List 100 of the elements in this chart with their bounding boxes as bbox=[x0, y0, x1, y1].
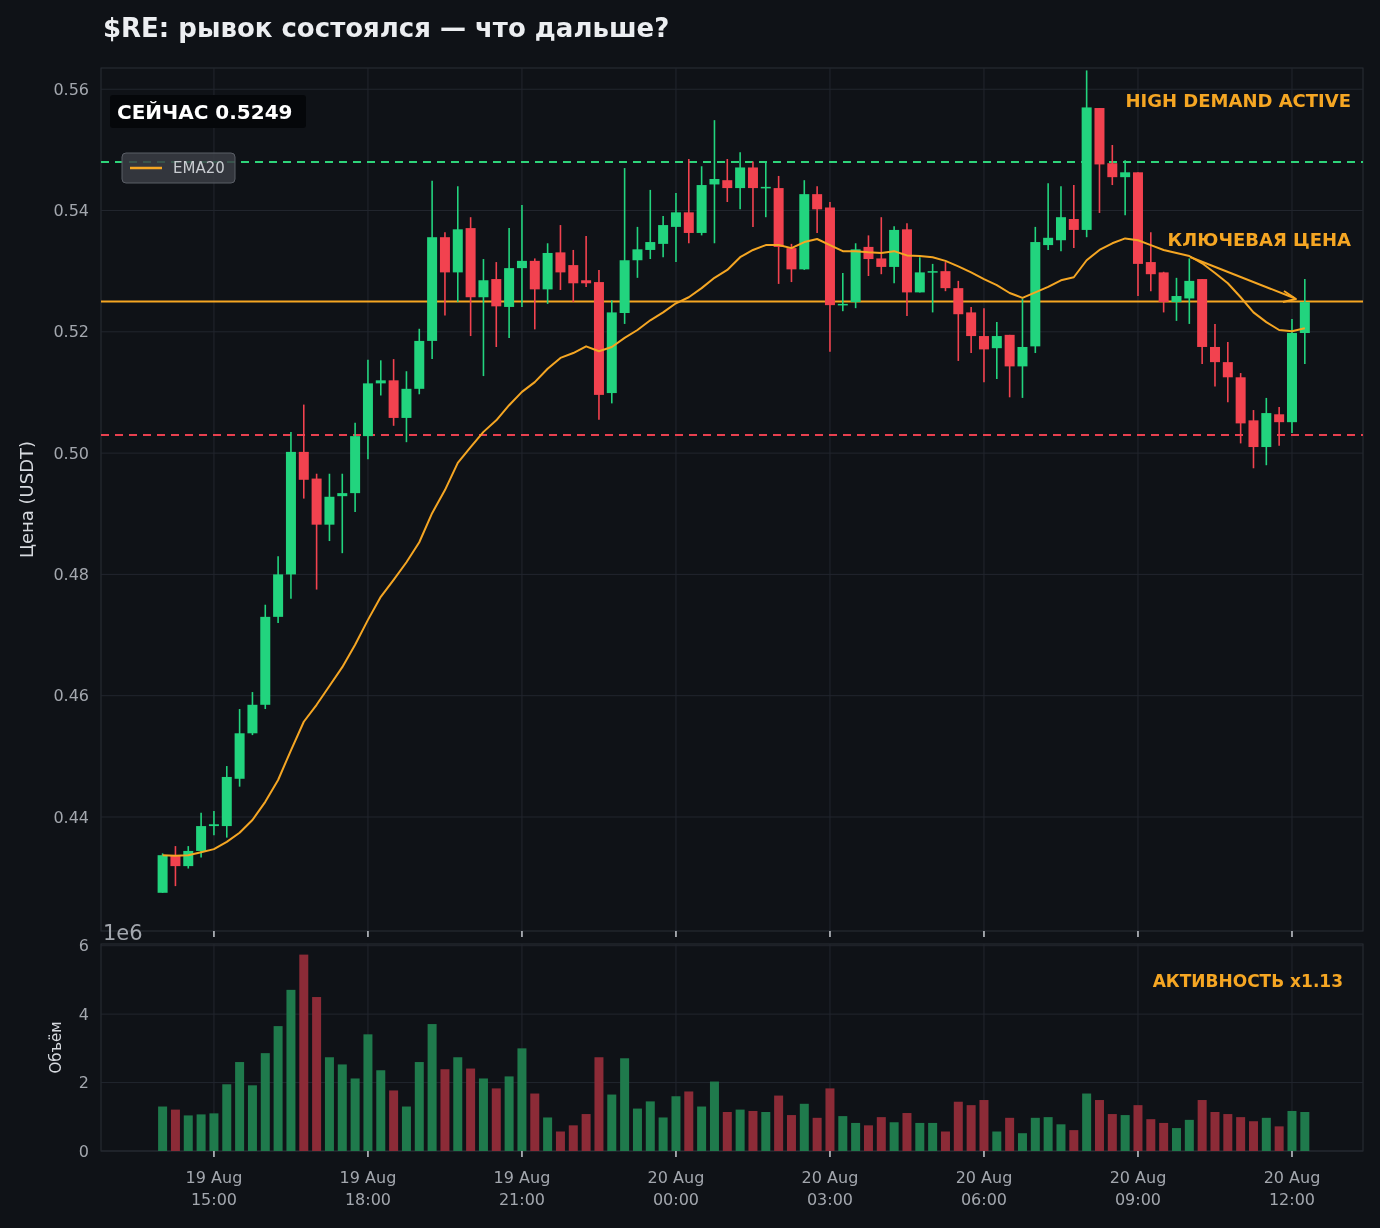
candlestick bbox=[1107, 144, 1118, 186]
y-tick-label: 0.44 bbox=[53, 807, 89, 827]
x-tick-label: 20 Aug 06:00 bbox=[955, 1168, 1013, 1209]
y-tick-label: 0 bbox=[78, 1141, 89, 1161]
candlestick bbox=[747, 160, 758, 228]
bar bbox=[286, 989, 296, 1151]
bar bbox=[453, 1057, 463, 1151]
bar bbox=[1056, 1124, 1066, 1151]
chart-title: $RE: рывок состоялся — что дальше? bbox=[103, 13, 670, 43]
bar bbox=[440, 1069, 450, 1151]
bar bbox=[632, 1108, 642, 1151]
bar bbox=[222, 1084, 232, 1151]
candlestick bbox=[337, 472, 348, 554]
bar bbox=[979, 1100, 989, 1151]
bar bbox=[196, 1114, 206, 1151]
bar bbox=[324, 1057, 334, 1151]
bar bbox=[209, 1113, 219, 1151]
bar bbox=[1300, 1111, 1310, 1151]
candlestick bbox=[632, 226, 643, 279]
bar bbox=[427, 1024, 437, 1151]
candlestick bbox=[876, 216, 887, 275]
bar bbox=[1120, 1115, 1130, 1151]
bar bbox=[1017, 1133, 1027, 1151]
bar bbox=[607, 1094, 617, 1151]
y-tick-label: 2 bbox=[78, 1073, 89, 1093]
candlestick bbox=[927, 263, 938, 314]
y-tick-label: 0.52 bbox=[53, 322, 89, 342]
bar bbox=[183, 1115, 193, 1151]
x-tick-label: 19 Aug 18:00 bbox=[339, 1168, 397, 1209]
candlestick bbox=[722, 158, 733, 203]
bar bbox=[1146, 1119, 1156, 1151]
candlestick bbox=[966, 306, 977, 354]
y-axis-title: Цена (USDT) bbox=[16, 440, 37, 559]
bar bbox=[838, 1116, 848, 1151]
bar bbox=[1043, 1117, 1053, 1151]
bar bbox=[530, 1093, 540, 1151]
candlestick bbox=[516, 204, 527, 308]
y-tick-label: 4 bbox=[78, 1004, 89, 1024]
annotation: СЕЙЧАС 0.5249 bbox=[117, 100, 293, 124]
bar bbox=[170, 1109, 180, 1151]
bar bbox=[1094, 1100, 1104, 1151]
bar bbox=[517, 1048, 527, 1151]
bar bbox=[735, 1109, 745, 1151]
bar bbox=[594, 1057, 604, 1151]
bar bbox=[1184, 1119, 1194, 1151]
y-tick-label: 0.48 bbox=[53, 565, 89, 584]
bar bbox=[260, 1053, 270, 1151]
bar bbox=[722, 1111, 732, 1151]
bar bbox=[581, 1114, 591, 1151]
bar bbox=[376, 1070, 386, 1151]
bar bbox=[902, 1113, 912, 1151]
bar bbox=[876, 1117, 886, 1151]
y-tick-label: 0.46 bbox=[53, 686, 89, 706]
bar bbox=[158, 1106, 168, 1151]
bar bbox=[928, 1122, 938, 1151]
candlestick bbox=[1145, 231, 1156, 292]
candlestick bbox=[1055, 185, 1066, 252]
bar bbox=[953, 1101, 963, 1151]
candlestick bbox=[991, 321, 1002, 380]
candlestick bbox=[812, 185, 823, 234]
bar bbox=[620, 1058, 630, 1151]
candlestick bbox=[375, 359, 386, 397]
bar bbox=[799, 1103, 809, 1151]
candlestick bbox=[478, 258, 489, 377]
x-tick-label: 20 Aug 00:00 bbox=[647, 1168, 705, 1209]
bar bbox=[389, 1090, 399, 1151]
y-tick-label: 6 bbox=[78, 936, 89, 956]
bar bbox=[966, 1105, 976, 1151]
bar bbox=[504, 1076, 514, 1151]
bar bbox=[889, 1122, 899, 1151]
x-tick-label: 20 Aug 09:00 bbox=[1109, 1168, 1167, 1209]
annotation: АКТИВНОСТЬ x1.13 bbox=[1152, 971, 1343, 991]
annotation: 1e6 bbox=[103, 921, 143, 945]
candlestick bbox=[645, 189, 656, 260]
candlestick bbox=[786, 243, 797, 283]
x-tick-label: 20 Aug 03:00 bbox=[801, 1168, 859, 1209]
x-tick-label: 19 Aug 21:00 bbox=[493, 1168, 551, 1209]
candlestick bbox=[581, 235, 592, 288]
bar bbox=[786, 1115, 796, 1151]
bar bbox=[1107, 1114, 1117, 1151]
bar bbox=[671, 1096, 681, 1151]
candlestick bbox=[670, 192, 681, 263]
candlestick bbox=[658, 215, 669, 259]
bar bbox=[684, 1091, 694, 1151]
bar bbox=[1287, 1110, 1297, 1151]
bar bbox=[1248, 1121, 1258, 1151]
x-tick-label: 20 Aug 12:00 bbox=[1263, 1168, 1321, 1209]
candlestick bbox=[1043, 182, 1054, 251]
ref-line-label: HIGH DEMAND ACTIVE bbox=[1125, 90, 1351, 111]
bar bbox=[350, 1078, 360, 1151]
ref-line-label: КЛЮЧЕВАЯ ЦЕНА bbox=[1167, 229, 1352, 251]
bar bbox=[1005, 1117, 1015, 1151]
candlestick bbox=[683, 158, 694, 245]
bar bbox=[235, 1062, 245, 1151]
legend-label: EMA20 bbox=[173, 159, 225, 178]
bar bbox=[774, 1095, 784, 1151]
candlestick bbox=[1017, 297, 1028, 399]
candlestick bbox=[1184, 257, 1195, 325]
bar bbox=[1082, 1093, 1092, 1151]
bar bbox=[1236, 1117, 1246, 1151]
